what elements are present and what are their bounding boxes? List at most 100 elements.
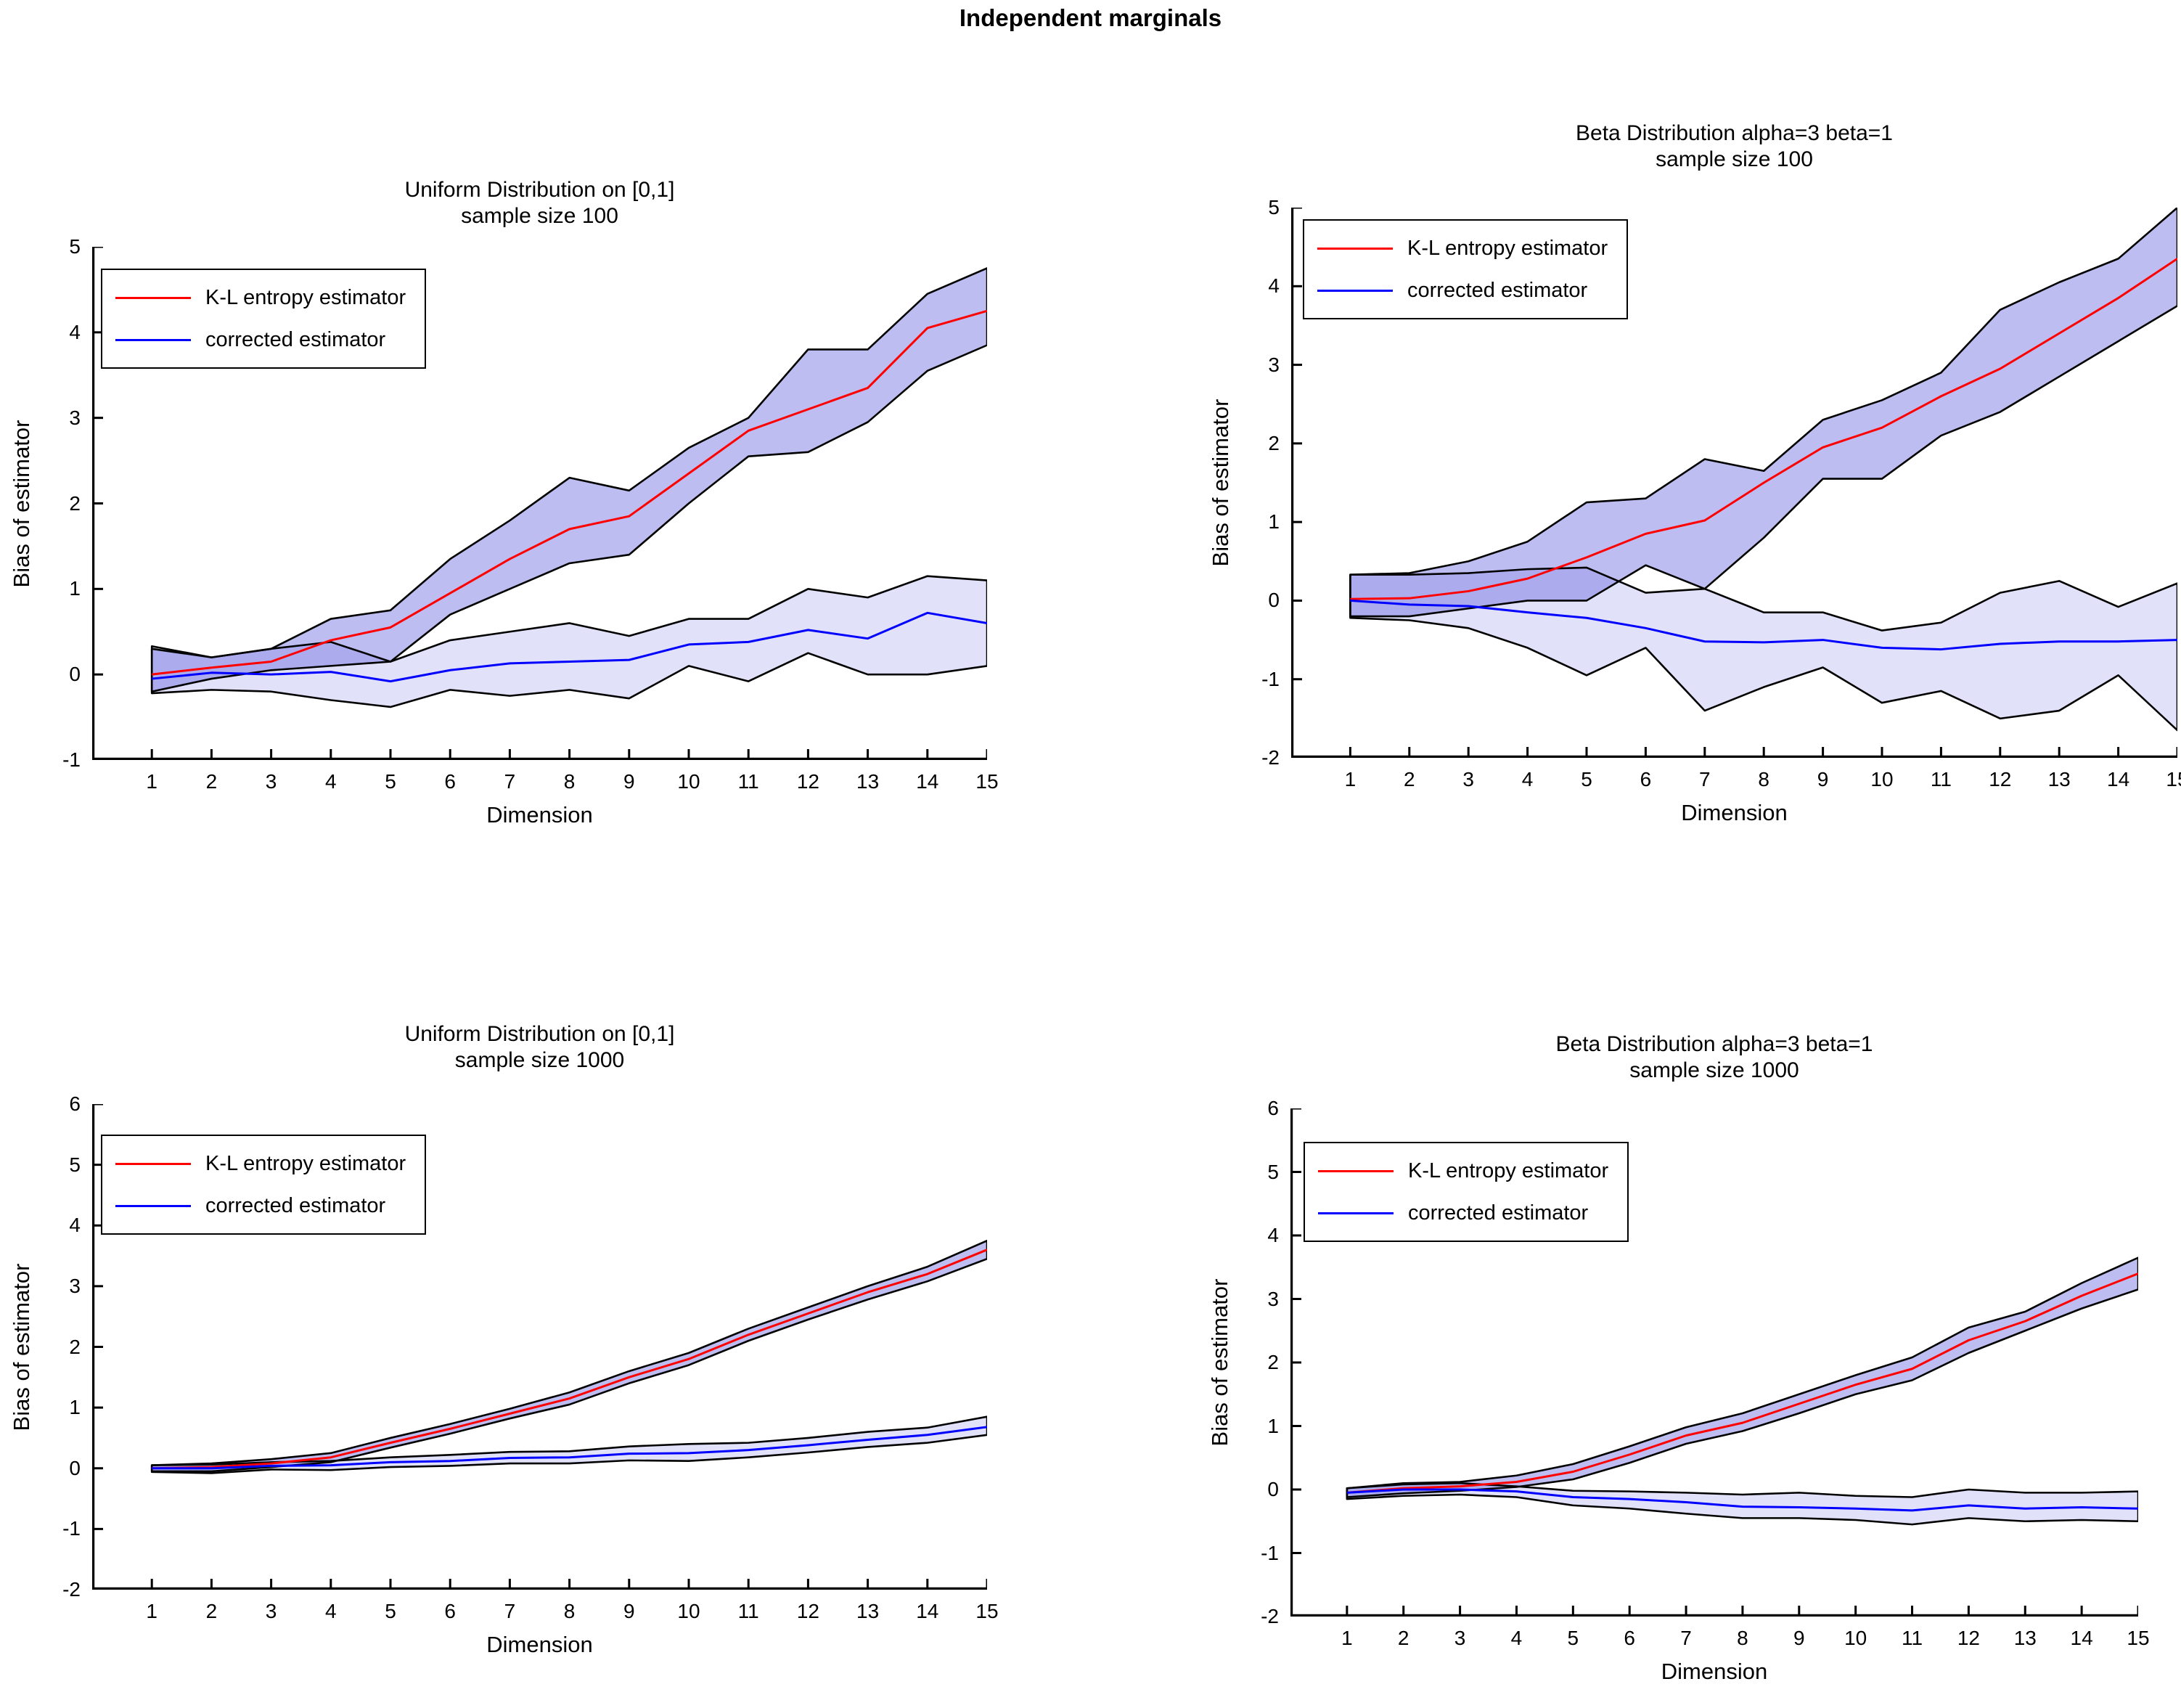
x-tick-label: 3 [1454,1627,1466,1649]
x-tick-label: 4 [1510,1627,1523,1649]
x-tick-label: 13 [856,1600,880,1622]
subplot-beta-sample100: Beta Distribution alpha=3 beta=1 sample … [1208,121,2181,825]
plot-area [91,245,989,761]
y-axis-label: Bias of estimator [1208,399,1233,567]
x-tick-label: 14 [916,1600,939,1622]
x-tick-label: 15 [2166,768,2181,790]
x-tick-label: 10 [1870,768,1894,790]
x-tick-label: 10 [677,770,700,793]
y-tick-label: 3 [69,406,81,429]
y-tick-label: 6 [69,1092,81,1115]
confidence-band [1350,567,2177,731]
y-tick-label: 0 [69,1456,81,1479]
y-tick-label: -2 [62,1578,81,1601]
series-line [1346,1272,2139,1494]
legend-line-sample [115,338,191,341]
x-tick-label: 6 [1640,768,1652,790]
x-tick-label: 8 [563,1600,576,1622]
x-tick-label: 9 [623,1600,635,1622]
x-tick-label: 8 [1737,1627,1748,1649]
x-tick-label: 6 [1624,1627,1635,1649]
x-tick-label: 9 [1793,1627,1805,1649]
subplot-title: Uniform Distribution on [0,1] sample siz… [49,177,1031,229]
y-tick-label: 2 [1268,431,1280,454]
x-tick-label: 7 [504,770,516,793]
x-tick-label: 2 [205,770,218,793]
y-tick-label: 4 [1267,1224,1279,1246]
y-tick-label: -1 [62,748,81,771]
subplot-title-line1: Beta Distribution alpha=3 beta=1 [1576,121,1893,145]
legend-item: corrected estimator [115,324,406,356]
x-tick-label: 14 [916,770,939,793]
x-tick-label: 2 [1397,1627,1409,1649]
x-tick-label: 4 [325,770,337,793]
y-axis-label: Bias of estimator [9,1263,34,1431]
confidence-band [1350,208,2177,617]
x-tick-label: 1 [1341,1627,1353,1649]
subplot-uniform-sample100: Uniform Distribution on [0,1] sample siz… [9,178,999,828]
x-tick-label: 5 [385,770,396,793]
x-tick-label: 5 [1581,768,1592,790]
x-tick-label: 9 [1817,768,1829,790]
y-tick-label: 3 [69,1274,81,1297]
legend-line-sample [115,1162,191,1165]
x-tick-label: 2 [1404,768,1415,790]
subplot-title: Beta Distribution alpha=3 beta=1 sample … [1247,1031,2181,1084]
y-tick-label: -1 [1261,667,1280,690]
x-tick-label: 6 [444,1600,456,1622]
legend-item: K-L entropy estimator [1318,1155,1608,1187]
y-tick-label: 5 [1268,196,1280,218]
y-tick-label: -2 [1261,1605,1279,1627]
legend-item: corrected estimator [1317,274,1608,306]
legend-label: K-L entropy estimator [205,285,406,309]
y-tick-label: -1 [1261,1541,1279,1564]
legend: K-L entropy estimator corrected estimator [1303,219,1629,319]
x-tick-label: 5 [1567,1627,1579,1649]
x-tick-label: 1 [146,1600,157,1622]
y-tick-label: 2 [69,491,81,515]
x-tick-label: 5 [385,1600,396,1622]
y-axis-label: Bias of estimator [9,420,34,587]
x-tick-label: 7 [1680,1627,1692,1649]
legend-line-sample [1317,289,1393,292]
legend-item: corrected estimator [1318,1197,1608,1229]
y-tick-label: 0 [69,663,81,686]
x-tick-label: 11 [737,1600,759,1622]
x-tick-label: 15 [975,1600,999,1622]
plot-area [1290,1107,2140,1618]
series-line [152,309,988,676]
x-tick-label: 10 [677,1600,700,1622]
subplot-title-line2: sample size 1000 [1629,1058,1799,1082]
x-tick-label: 6 [444,770,456,793]
x-tick-label: 14 [2107,768,2130,790]
confidence-band [152,1416,988,1474]
y-tick-label: 4 [69,1214,81,1237]
subplot-uniform-sample1000: Uniform Distribution on [0,1] sample siz… [9,1022,999,1657]
x-tick-label: 3 [1462,768,1474,790]
series-line [1350,599,2178,651]
x-tick-label: 4 [325,1600,337,1622]
legend-label: corrected estimator [1407,278,1588,302]
plot-area [1290,206,2179,759]
y-tick-label: 1 [1268,510,1280,534]
legend-item: K-L entropy estimator [1317,232,1608,264]
y-tick-label: 3 [1268,353,1280,376]
x-tick-label: 8 [563,770,576,793]
x-tick-label: 12 [1989,768,2012,790]
y-tick-label: 2 [69,1335,81,1358]
y-tick-label: 1 [69,577,81,600]
x-tick-label: 7 [1699,768,1711,790]
x-axis-label: Dimension [486,802,593,828]
y-tick-label: 0 [1267,1478,1279,1500]
x-tick-label: 12 [796,1600,819,1622]
x-axis-label: Dimension [486,1632,593,1657]
subplot-title-line1: Beta Distribution alpha=3 beta=1 [1555,1032,1873,1056]
legend-line-sample [1318,1211,1394,1214]
x-tick-label: 1 [146,770,157,793]
legend: K-L entropy estimator corrected estimator [101,1135,427,1235]
x-tick-label: 13 [2047,768,2071,790]
y-axis-label: Bias of estimator [1207,1278,1232,1447]
subplot-title-line2: sample size 100 [1656,147,1813,171]
legend-line-sample [1317,247,1393,250]
y-tick-label: 6 [1267,1097,1279,1119]
